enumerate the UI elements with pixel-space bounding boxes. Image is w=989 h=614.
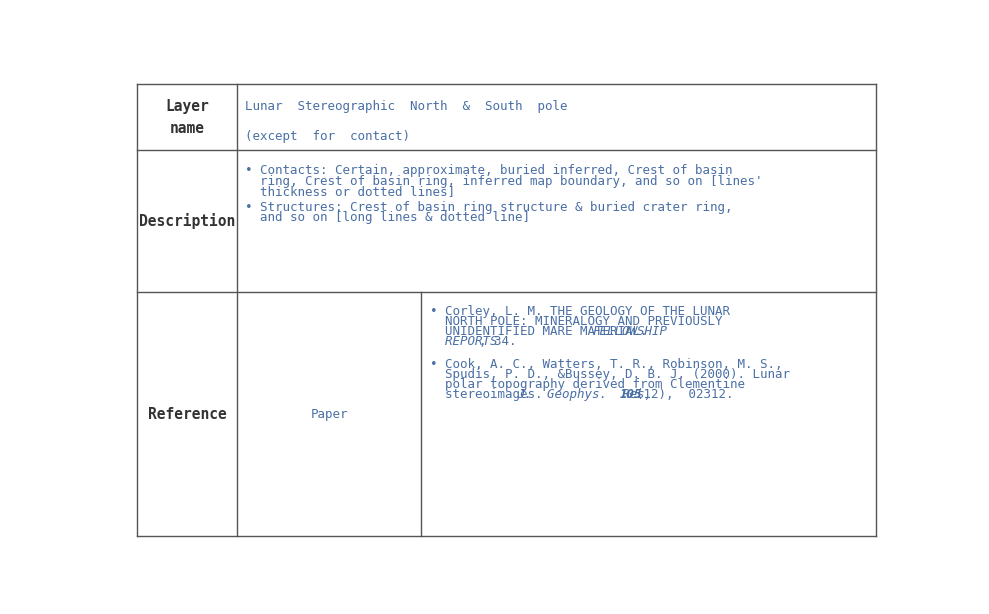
Text: Spudis, P. D., &Bussey, D. B. J. (2000). Lunar: Spudis, P. D., &Bussey, D. B. J. (2000).… — [430, 368, 790, 381]
Text: stereoimages.: stereoimages. — [430, 388, 550, 401]
Text: (12),  02312.: (12), 02312. — [636, 388, 733, 401]
Text: Paper: Paper — [311, 408, 348, 421]
Text: • Contacts: Certain, approximate, buried inferred, Crest of basin: • Contacts: Certain, approximate, buried… — [244, 165, 732, 177]
Text: 105: 105 — [619, 388, 642, 401]
Text: and so on [long lines & dotted line]: and so on [long lines & dotted line] — [244, 211, 530, 223]
Text: REPORTS: REPORTS — [430, 335, 497, 348]
Text: • Cook, A. C., Watters, T. R., Robinson, M. S.,: • Cook, A. C., Watters, T. R., Robinson,… — [430, 359, 782, 371]
Text: NORTH POLE: MINERALOGY AND PREVIOUSLY: NORTH POLE: MINERALOGY AND PREVIOUSLY — [430, 315, 723, 328]
Text: UNIDENTIFIED MARE MATERIAL.: UNIDENTIFIED MARE MATERIAL. — [430, 325, 656, 338]
Text: ring, Crest of basin ring, inferred map boundary, and so on [lines': ring, Crest of basin ring, inferred map … — [244, 174, 763, 188]
Text: Description: Description — [139, 213, 235, 229]
Text: polar topography derived from Clementine: polar topography derived from Clementine — [430, 378, 746, 391]
Text: Layer
name: Layer name — [165, 99, 209, 136]
Text: FELLOWSHIP: FELLOWSHIP — [592, 325, 668, 338]
Text: • Structures: Crest of basin ring structure & buried crater ring,: • Structures: Crest of basin ring struct… — [244, 201, 732, 214]
Text: , 34.: , 34. — [479, 335, 516, 348]
Text: Lunar  Stereographic  North  &  South  pole: Lunar Stereographic North & South pole — [244, 100, 568, 113]
Text: J.  Geophys.  Res,: J. Geophys. Res, — [516, 388, 660, 401]
Text: (except  for  contact): (except for contact) — [244, 130, 409, 144]
Text: Reference: Reference — [148, 406, 226, 422]
Text: • Corley, L. M. THE GEOLOGY OF THE LUNAR: • Corley, L. M. THE GEOLOGY OF THE LUNAR — [430, 305, 730, 318]
Text: thickness or dotted lines]: thickness or dotted lines] — [244, 185, 455, 198]
